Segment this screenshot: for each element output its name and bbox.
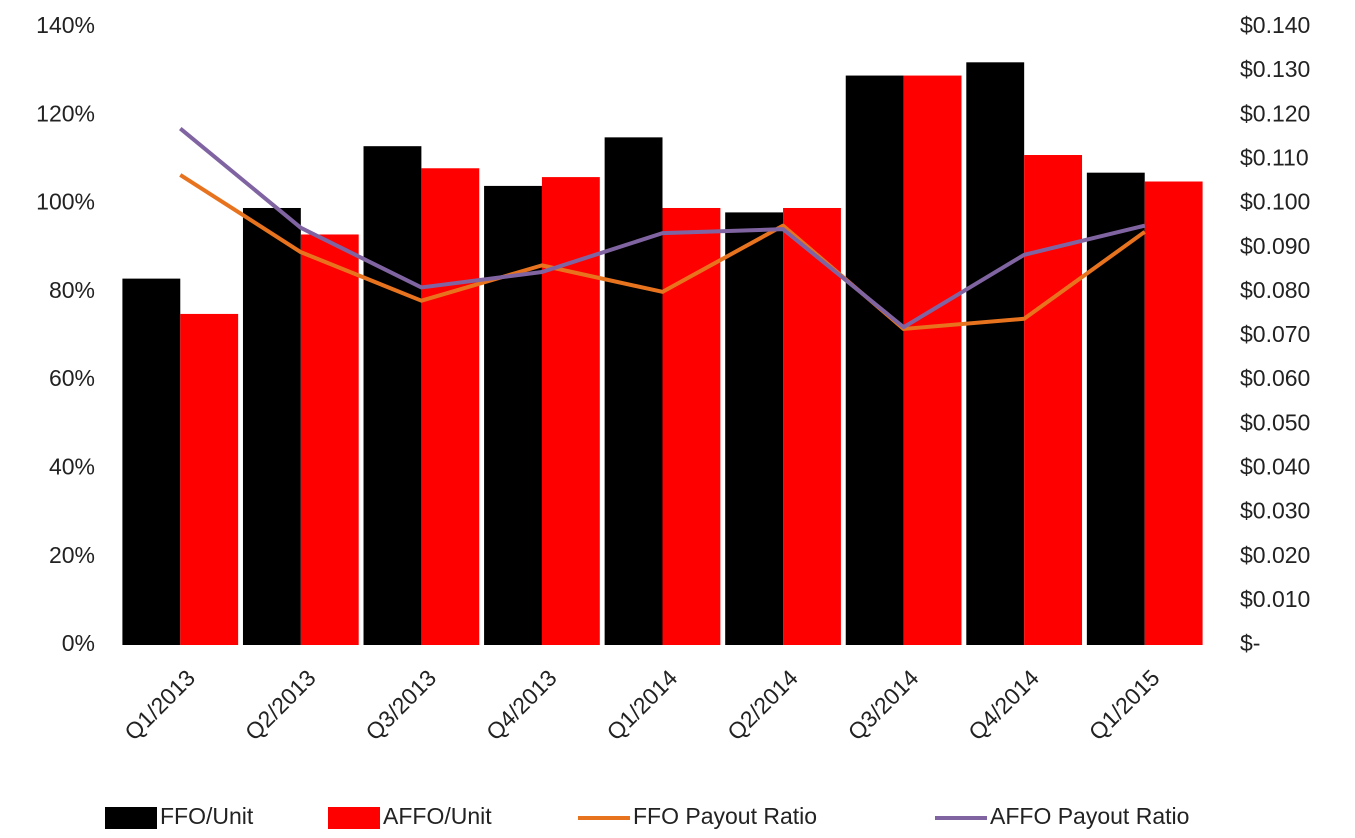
bar [725, 212, 784, 645]
bar [541, 177, 600, 646]
x-tick-label: Q3/2013 [360, 664, 441, 745]
y2-tick-label: $0.070 [1240, 321, 1310, 347]
legend-swatch [105, 807, 157, 829]
y-tick-label: 100% [36, 189, 95, 215]
bar [783, 207, 841, 645]
x-tick-label: Q4/2014 [963, 664, 1044, 745]
bar [1024, 155, 1083, 645]
y2-tick-label: $0.010 [1240, 586, 1310, 612]
legend-swatch [328, 807, 380, 829]
bar [966, 62, 1025, 646]
y-tick-label: 140% [36, 12, 95, 38]
y2-tick-label: $- [1240, 630, 1260, 656]
x-tick-label: Q1/2013 [119, 664, 200, 745]
y2-tick-label: $0.030 [1240, 498, 1310, 524]
y2-tick-label: $0.080 [1240, 277, 1310, 303]
legend-label: AFFO/Unit [383, 803, 492, 829]
bar [604, 137, 663, 645]
y2-tick-label: $0.140 [1240, 12, 1310, 38]
x-tick-label: Q4/2013 [481, 664, 562, 745]
y-tick-label: 0% [62, 630, 95, 656]
bar [1086, 172, 1145, 645]
bar [363, 146, 422, 645]
y2-tick-label: $0.020 [1240, 542, 1310, 568]
y-tick-label: 80% [49, 277, 95, 303]
bar [180, 313, 239, 645]
bar [662, 207, 721, 645]
y2-tick-label: $0.040 [1240, 454, 1310, 480]
y2-tick-label: $0.130 [1240, 56, 1310, 82]
bar [845, 75, 904, 646]
y2-tick-label: $0.090 [1240, 233, 1310, 259]
legend-label: AFFO Payout Ratio [990, 803, 1189, 829]
bar [122, 278, 181, 645]
y2-tick-label: $0.060 [1240, 365, 1310, 391]
line [179, 126, 1146, 330]
legend-label: FFO Payout Ratio [633, 803, 817, 829]
x-tick-label: Q2/2013 [240, 664, 321, 745]
bar [484, 185, 542, 645]
y-tick-label: 20% [49, 542, 95, 568]
x-tick-label: Q1/2015 [1084, 664, 1165, 745]
y2-tick-label: $0.100 [1240, 189, 1310, 215]
y2-tick-label: $0.110 [1240, 145, 1309, 171]
bar [1144, 181, 1203, 645]
line [179, 173, 1146, 331]
y-tick-label: 40% [49, 454, 95, 480]
bar [242, 207, 301, 645]
x-tick-label: Q1/2014 [602, 664, 683, 745]
y-tick-label: 120% [36, 100, 95, 126]
y2-tick-label: $0.120 [1240, 100, 1310, 126]
legend-label: FFO/Unit [160, 803, 254, 829]
x-tick-label: Q3/2014 [843, 664, 924, 745]
y-tick-label: 60% [49, 365, 95, 391]
y2-tick-label: $0.050 [1240, 409, 1310, 435]
x-tick-label: Q2/2014 [722, 664, 803, 745]
bar [903, 75, 962, 646]
bar [421, 168, 480, 645]
bar [300, 234, 359, 645]
